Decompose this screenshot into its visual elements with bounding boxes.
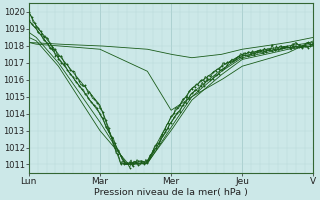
X-axis label: Pression niveau de la mer( hPa ): Pression niveau de la mer( hPa ) [94,188,248,197]
